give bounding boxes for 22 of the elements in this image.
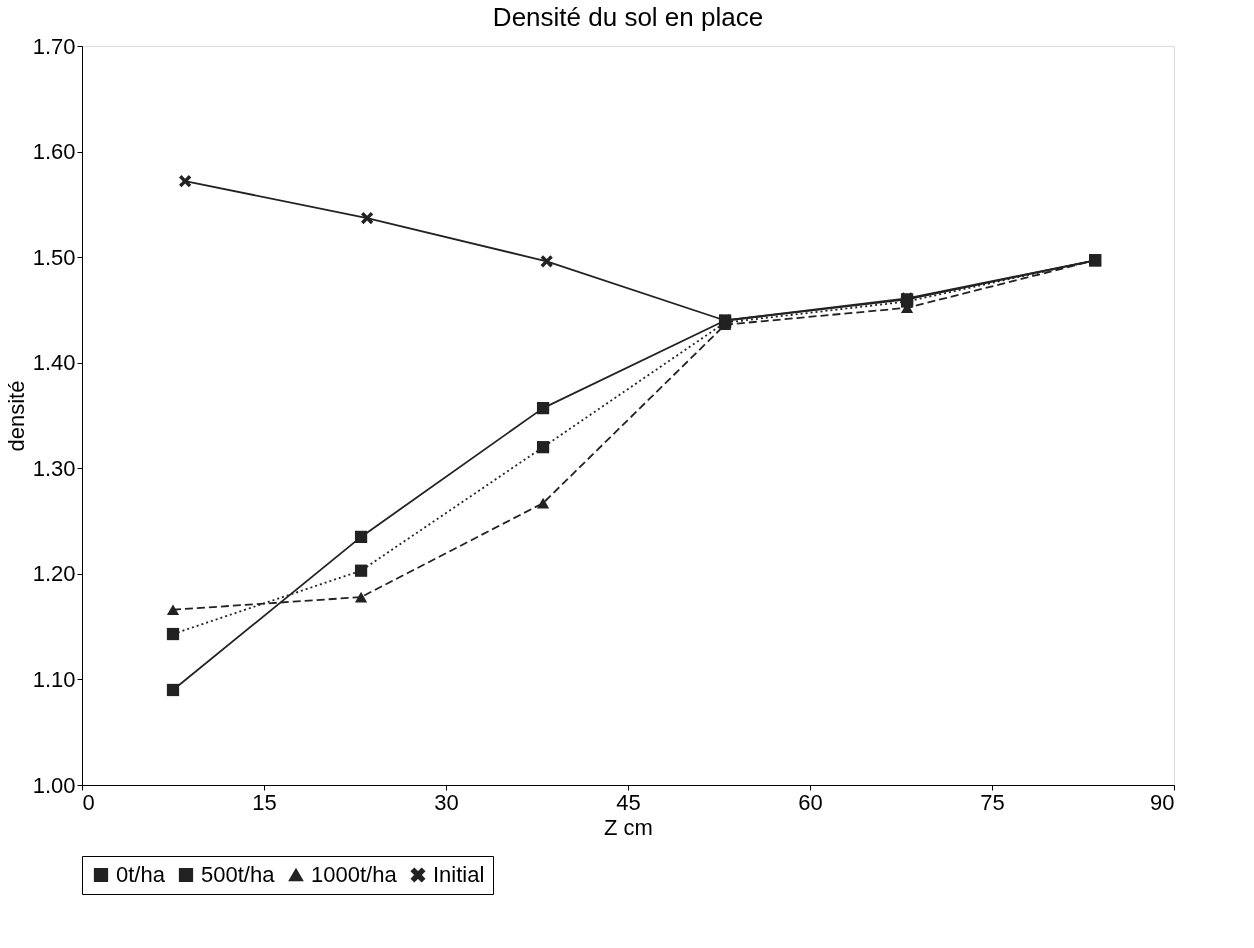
y-tick-label: 1.30 (32, 455, 76, 481)
legend-label: 1000t/ha (311, 862, 398, 887)
x-tick-label: 15 (252, 789, 277, 815)
chart-title: Densité du sol en place (492, 2, 764, 32)
y-tick-label: 1.00 (32, 772, 76, 798)
x-tick-label: 60 (798, 789, 823, 815)
y-tick-label: 1.10 (32, 666, 76, 692)
y-tick-label: 1.40 (32, 350, 76, 376)
x-axis-title: Z cm (604, 814, 653, 840)
y-tick-label: 1.50 (32, 244, 76, 270)
x-tick-label: 90 (1150, 789, 1175, 815)
x-tick-label: 30 (434, 789, 459, 815)
y-tick-label: 1.70 (32, 33, 76, 59)
y-tick-label: 1.20 (32, 561, 76, 587)
legend-label: Initial (433, 862, 485, 887)
y-tick-label: 1.60 (32, 139, 76, 165)
x-tick-label: 75 (980, 789, 1005, 815)
y-axis-title: densité (3, 380, 29, 452)
legend-label: 0t/ha (116, 862, 166, 887)
x-tick-label: 45 (616, 789, 641, 815)
x-tick-label: 0 (82, 789, 95, 815)
legend-label: 500t/ha (201, 862, 276, 887)
